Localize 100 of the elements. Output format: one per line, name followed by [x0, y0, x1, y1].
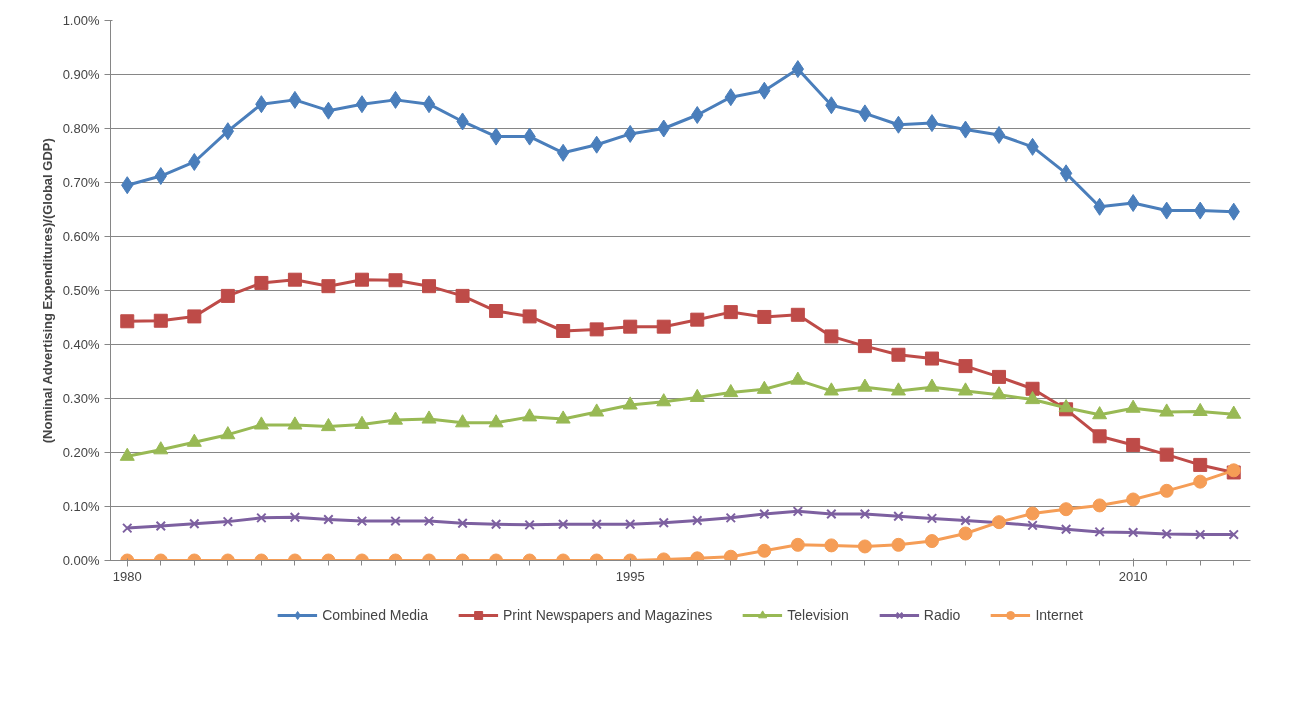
point	[1125, 399, 1141, 413]
point	[1126, 194, 1140, 213]
point	[354, 272, 369, 287]
point	[991, 386, 1007, 400]
point	[1059, 164, 1073, 183]
point	[1060, 523, 1072, 535]
point	[222, 516, 234, 527]
point	[1159, 447, 1174, 462]
point	[288, 90, 302, 109]
point	[857, 339, 872, 354]
point	[759, 508, 770, 520]
point	[891, 347, 906, 362]
point	[522, 309, 537, 324]
point	[1059, 502, 1074, 517]
y-tick-label: 0.40%	[62, 337, 100, 352]
point	[187, 309, 202, 324]
point	[455, 288, 470, 303]
point	[992, 369, 1007, 384]
point	[622, 396, 638, 410]
point	[354, 415, 370, 429]
point	[792, 506, 804, 517]
point	[958, 526, 973, 541]
point	[120, 314, 135, 329]
point	[890, 382, 906, 396]
point	[488, 414, 504, 428]
y-tick-label: 1.00%	[62, 13, 100, 28]
point	[690, 312, 705, 327]
point	[321, 279, 336, 294]
point	[153, 313, 168, 328]
point	[355, 95, 369, 114]
point	[390, 515, 401, 527]
point	[256, 512, 267, 524]
point	[1192, 402, 1208, 416]
point	[757, 543, 772, 558]
y-tick-label: 0.70%	[62, 175, 100, 190]
point	[320, 418, 336, 432]
point	[689, 388, 705, 402]
y-tick-label: 0.10%	[62, 499, 100, 514]
point	[489, 127, 503, 146]
point	[857, 539, 872, 554]
point	[287, 272, 302, 287]
point	[489, 304, 504, 319]
point	[422, 95, 436, 114]
point	[1092, 429, 1107, 444]
point	[153, 441, 169, 455]
point	[421, 410, 437, 424]
point	[924, 351, 939, 366]
y-tick-label: 0.80%	[62, 121, 100, 136]
point	[857, 378, 873, 392]
point	[388, 411, 403, 425]
point	[824, 538, 839, 553]
point	[555, 410, 571, 424]
point	[356, 515, 368, 527]
point	[253, 416, 269, 430]
point	[1194, 529, 1206, 540]
point	[457, 518, 468, 529]
point	[490, 519, 502, 530]
point	[388, 273, 403, 288]
point	[289, 512, 301, 523]
point	[958, 382, 973, 396]
point	[926, 513, 938, 524]
y-axis-title: (Nominal Advertising Expenditures)/(Global GDP)	[39, 138, 55, 444]
point	[691, 106, 704, 124]
legend-label: Print Newspapers and Magazines	[502, 607, 713, 623]
y-tick-label: 0.30%	[62, 391, 100, 406]
point	[725, 512, 737, 524]
x-tick-label: 2010	[1118, 568, 1148, 584]
point	[891, 537, 906, 552]
point	[1025, 391, 1041, 405]
point	[723, 305, 738, 320]
point	[823, 382, 839, 396]
point	[422, 279, 437, 294]
y-tick-label: 0.20%	[62, 445, 100, 460]
point	[589, 322, 604, 337]
point	[858, 104, 872, 123]
legend-label: Internet	[1035, 607, 1083, 623]
point	[790, 537, 805, 552]
point	[589, 403, 605, 417]
point	[824, 329, 839, 344]
legend-label: Radio	[923, 607, 961, 623]
point	[893, 510, 904, 522]
legend-label: Combined Media	[322, 607, 428, 623]
point	[122, 522, 133, 534]
y-tick-label: 0.00%	[62, 553, 100, 568]
point	[925, 114, 939, 133]
point	[723, 383, 739, 398]
point	[656, 319, 671, 334]
point	[591, 519, 602, 530]
point	[524, 519, 535, 531]
point	[1161, 528, 1172, 540]
y-tick-label: 0.90%	[62, 67, 100, 82]
point	[958, 359, 973, 374]
point	[1226, 405, 1242, 419]
point	[1092, 406, 1108, 420]
point	[323, 514, 334, 525]
point	[790, 307, 805, 322]
point	[826, 508, 837, 520]
point	[790, 371, 806, 385]
point	[1094, 526, 1105, 538]
point	[924, 378, 940, 392]
